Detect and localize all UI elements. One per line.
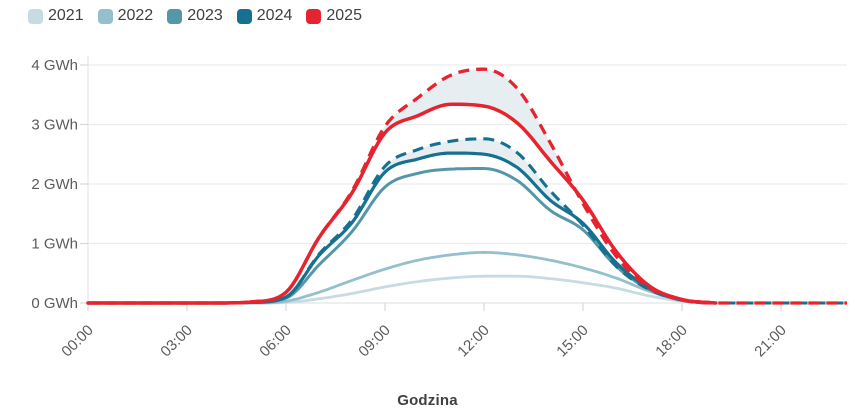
x-axis-label-00:00: 00:00 xyxy=(58,322,97,361)
legend-label: 2021 xyxy=(48,7,84,24)
y-axis-label-1gwh: 1 GWh xyxy=(31,236,78,253)
series-line-2025[interactable] xyxy=(86,102,717,305)
x-axis-label-18:00: 18:00 xyxy=(652,322,691,361)
y-axis-label-2gwh: 2 GWh xyxy=(31,176,78,193)
legend-item-2023[interactable]: 2023 xyxy=(167,8,223,24)
x-axis-label-12:00: 12:00 xyxy=(454,322,493,361)
legend-swatch-2022 xyxy=(97,8,113,24)
x-axis-label-15:00: 15:00 xyxy=(553,322,592,361)
x-axis-title: Godzina xyxy=(397,392,458,409)
legend-item-2022[interactable]: 2022 xyxy=(97,7,154,24)
y-axis-label-0gwh: 0 GWh xyxy=(31,295,78,312)
chart-legend: 2021 2022 2023 2024 2025 xyxy=(28,8,362,24)
x-axis-label-03:00: 03:00 xyxy=(157,322,196,361)
legend-label: 2022 xyxy=(117,7,154,24)
legend-item-2021[interactable]: 2021 xyxy=(28,8,84,24)
legend-swatch-2024 xyxy=(236,8,252,24)
y-axis-label-4gwh: 4 GWh xyxy=(31,57,78,74)
series-line-2024-dashed[interactable] xyxy=(88,137,847,305)
series-line-2025-dashed[interactable] xyxy=(88,67,847,305)
x-axis-label-09:00: 09:00 xyxy=(355,322,394,361)
legend-swatch-2023 xyxy=(167,8,183,24)
legend-label: 2023 xyxy=(187,7,223,24)
legend-label: 2024 xyxy=(256,7,293,24)
x-axis-label-21:00: 21:00 xyxy=(751,322,790,361)
y-axis-label-3gwh: 3 GWh xyxy=(31,117,78,134)
legend-item-2024[interactable]: 2024 xyxy=(236,7,293,24)
x-axis-label-06:00: 06:00 xyxy=(256,322,295,361)
legend-swatch-2021 xyxy=(28,8,43,24)
legend-label: 2025 xyxy=(326,7,362,24)
legend-swatch-2025 xyxy=(306,8,322,24)
legend-item-2025[interactable]: 2025 xyxy=(306,8,362,24)
